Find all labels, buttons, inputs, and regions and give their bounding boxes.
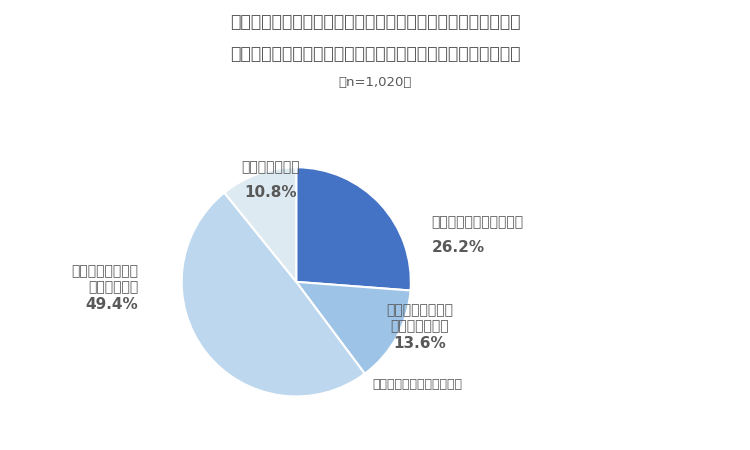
- Wedge shape: [296, 282, 410, 374]
- Text: 49.4%: 49.4%: [86, 297, 138, 312]
- Text: 13.6%: 13.6%: [394, 336, 446, 351]
- Text: 「行きます」と即答する: 「行きます」と即答する: [431, 215, 524, 230]
- Text: 断固として断る: 断固として断る: [242, 160, 300, 174]
- Text: あなたの行動パターンとして最も多いものを選んでください。: あなたの行動パターンとして最も多いものを選んでください。: [230, 45, 520, 63]
- Text: 取引先から飲み会に誘われて「行きたくない」と思ったとき、: 取引先から飲み会に誘われて「行きたくない」と思ったとき、: [230, 14, 520, 32]
- Text: 26.2%: 26.2%: [431, 240, 484, 255]
- Text: 渋るニュアンスは
出しつつ、行く: 渋るニュアンスは 出しつつ、行く: [386, 303, 454, 333]
- Wedge shape: [224, 167, 296, 282]
- Text: （n=1,020）: （n=1,020）: [338, 76, 412, 90]
- Text: 日本トレンドリサーチ調べ: 日本トレンドリサーチ調べ: [373, 378, 463, 392]
- Wedge shape: [296, 167, 411, 291]
- Wedge shape: [182, 193, 364, 396]
- Text: 申し訳なさそうに
しながら断る: 申し訳なさそうに しながら断る: [71, 265, 138, 295]
- Text: 10.8%: 10.8%: [244, 185, 297, 200]
